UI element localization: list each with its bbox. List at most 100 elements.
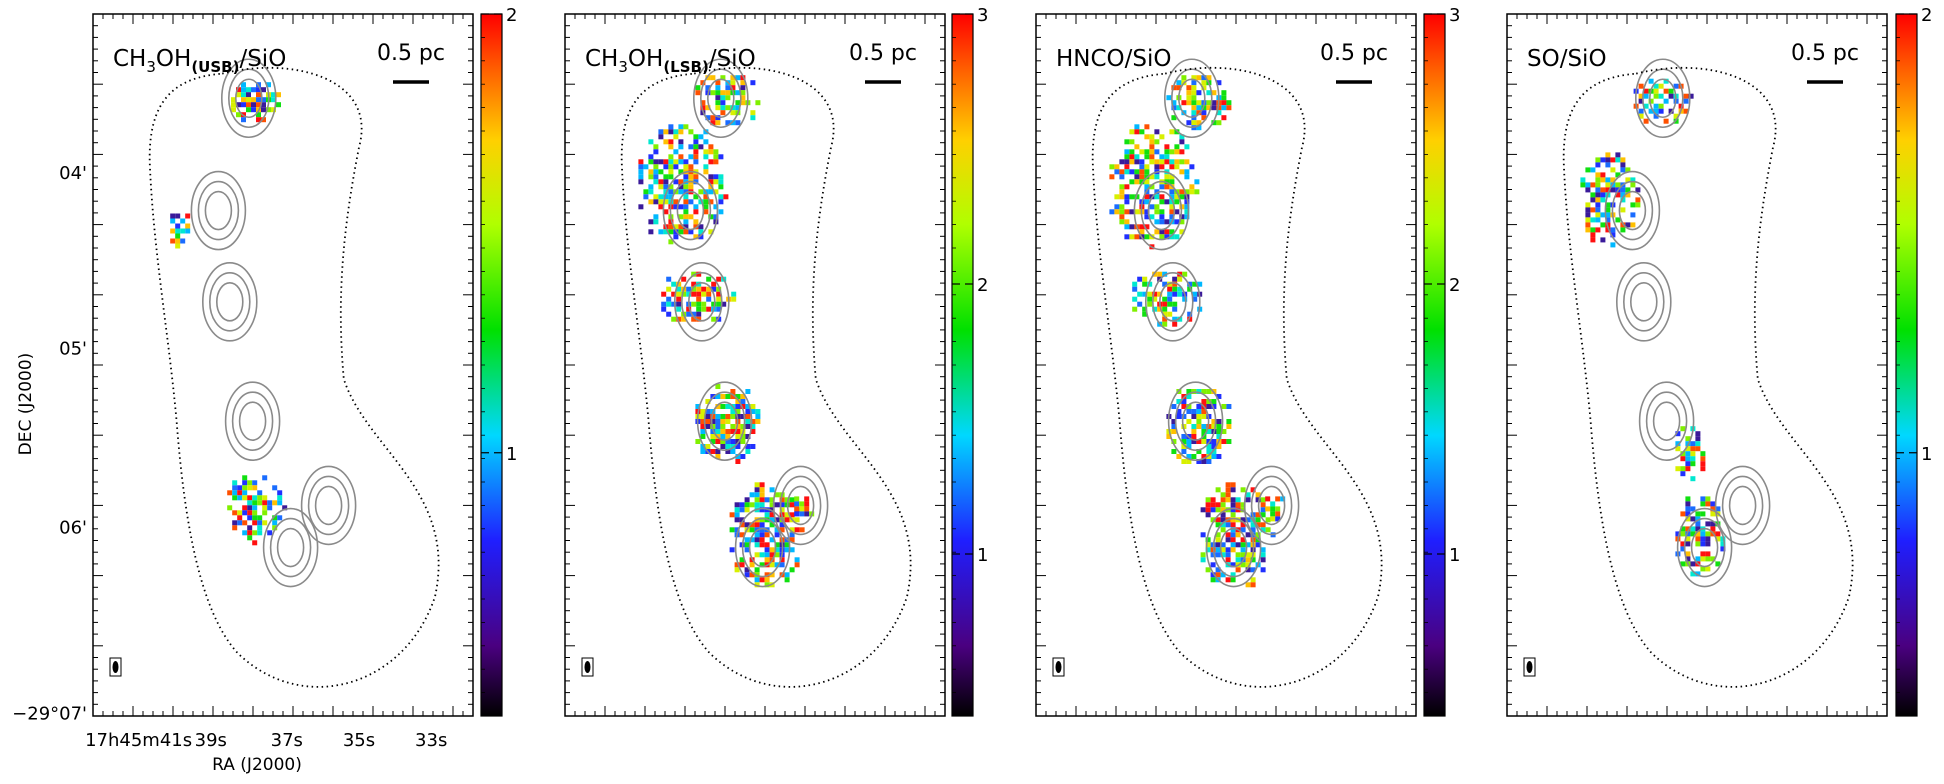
map-pixel — [668, 139, 674, 145]
map-pixel — [227, 505, 233, 511]
map-pixel — [170, 213, 176, 219]
map-pixel — [1216, 434, 1222, 439]
map-pixel — [710, 120, 716, 126]
map-pixel — [683, 204, 689, 210]
map-pixel — [1139, 179, 1145, 185]
map-pixel — [1715, 536, 1721, 542]
map-pixel — [688, 144, 694, 150]
map-pixel — [1197, 281, 1203, 287]
map-pixel — [1260, 552, 1266, 558]
map-pixel — [180, 238, 186, 244]
map-pixel — [735, 120, 741, 126]
contour — [676, 190, 705, 231]
map-pixel — [1225, 557, 1231, 563]
map-pixel — [1114, 169, 1120, 175]
map-pixel — [745, 419, 751, 424]
map-pixel — [1590, 207, 1596, 213]
map-pixel — [1114, 194, 1120, 200]
map-pixel — [262, 510, 268, 516]
map-pixel — [1201, 80, 1207, 86]
map-pixel — [708, 144, 714, 150]
map-pixel — [1189, 184, 1195, 190]
map-pixel — [1200, 552, 1206, 558]
panel-frame — [1506, 13, 1888, 717]
map-pixel — [1157, 291, 1163, 297]
map-pixel — [1162, 311, 1168, 317]
map-pixel — [794, 501, 800, 507]
map-pixel — [1159, 229, 1165, 235]
contour — [307, 475, 350, 536]
map-pixel — [1685, 531, 1691, 537]
map-pixel — [1690, 441, 1696, 447]
map-pixel — [1605, 187, 1611, 193]
map-pixel — [784, 542, 790, 548]
map-pixel — [696, 306, 702, 312]
map-pixel — [1171, 449, 1177, 454]
map-pixel — [750, 429, 756, 434]
map-pixel — [1625, 192, 1631, 198]
map-pixel — [754, 522, 760, 528]
map-pixel — [241, 87, 246, 93]
colorbar-tick-label: 1 — [977, 545, 988, 566]
map-pixel — [1172, 321, 1178, 327]
map-pixel — [658, 169, 664, 175]
map-pixel — [1149, 154, 1155, 160]
map-pixel — [1240, 527, 1246, 533]
map-pixel — [730, 394, 736, 399]
map-pixel — [1169, 149, 1175, 155]
map-pixel — [1673, 83, 1679, 89]
map-pixel — [710, 414, 716, 419]
map-pixel — [759, 577, 765, 583]
map-pixel — [735, 434, 741, 439]
map-pixel — [696, 286, 702, 292]
map-pixel — [1668, 88, 1674, 94]
map-pixel — [676, 281, 682, 287]
map-pixel — [1139, 159, 1145, 165]
map-pixel — [740, 85, 746, 91]
map-pixel — [1710, 521, 1716, 527]
map-pixel — [1144, 224, 1150, 230]
map-pixel — [1149, 159, 1155, 165]
map-pixel — [683, 174, 689, 180]
map-pixel — [744, 502, 750, 508]
panel-title: HNCO/SiO — [1056, 46, 1172, 72]
map-pixel — [1196, 404, 1202, 409]
map-pixel — [1250, 527, 1256, 533]
contour — [680, 272, 723, 332]
map-pixel — [1162, 306, 1168, 312]
map-pixel — [745, 389, 751, 394]
map-pixel — [1270, 516, 1276, 522]
map-pixel — [1221, 90, 1227, 96]
map-pixel — [735, 100, 741, 106]
map-pixel — [735, 394, 741, 399]
map-pixel — [723, 194, 729, 200]
map-pixel — [1225, 547, 1231, 553]
map-pixel — [648, 169, 654, 175]
map-pixel — [1181, 399, 1187, 404]
contour — [224, 381, 281, 461]
map-pixel — [754, 567, 760, 573]
map-pixel — [170, 228, 176, 234]
map-pixel — [1124, 164, 1130, 170]
map-pixel — [1705, 521, 1711, 527]
map-pixel — [267, 530, 273, 536]
map-pixel — [170, 218, 176, 224]
map-pixel — [718, 199, 724, 205]
map-pixel — [1600, 187, 1606, 193]
map-pixel — [718, 154, 724, 160]
map-pixel — [686, 291, 692, 297]
map-pixel — [1206, 75, 1212, 81]
contour — [1683, 517, 1726, 578]
map-pixel — [1250, 522, 1256, 528]
map-pixel — [730, 424, 736, 429]
map-pixel — [1211, 419, 1217, 424]
map-pixel — [1230, 517, 1236, 523]
contour — [1645, 391, 1688, 451]
map-pixel — [698, 234, 704, 240]
map-pixel — [716, 301, 722, 307]
panel-frame — [92, 13, 474, 717]
contour — [209, 272, 251, 332]
map-pixel — [1196, 75, 1202, 81]
map-pixel — [745, 414, 751, 419]
map-pixel — [740, 434, 746, 439]
